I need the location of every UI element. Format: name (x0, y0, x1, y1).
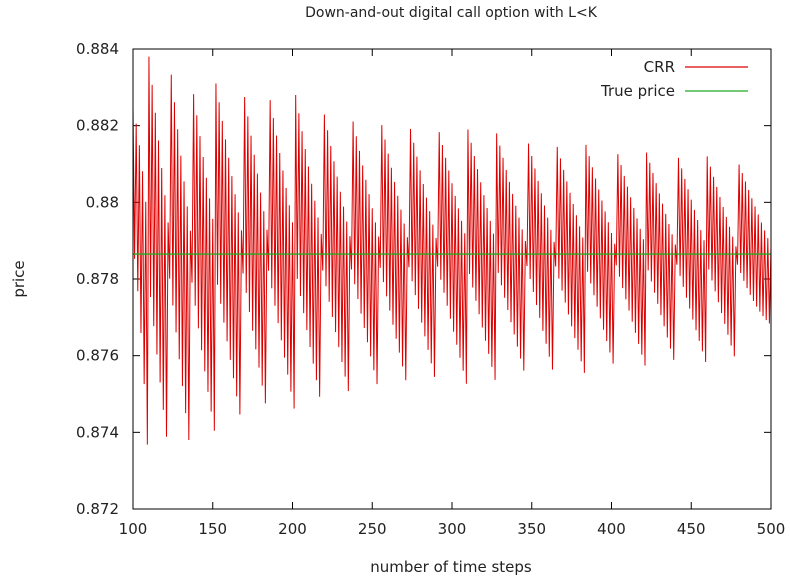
x-tick-label: 500 (757, 520, 786, 538)
x-tick-label: 450 (677, 520, 706, 538)
y-tick-label: 0.878 (76, 270, 119, 288)
y-tick-label: 0.874 (76, 423, 119, 441)
chart-title: Down-and-out digital call option with L<… (305, 5, 598, 21)
y-tick-label: 0.884 (76, 40, 119, 58)
plot-frame (132, 48, 772, 510)
y-tick-label: 0.876 (76, 347, 119, 365)
x-axis-label: number of time steps (370, 558, 532, 576)
y-tick-label: 0.882 (76, 117, 119, 135)
x-tick-label: 150 (198, 520, 227, 538)
x-tick-label: 350 (517, 520, 546, 538)
x-axis-ticks: 100 150 200 250 300 350 400 450 500 (119, 49, 786, 538)
plot-area (132, 56, 772, 445)
x-tick-label: 300 (438, 520, 467, 538)
legend-label-true-price: True price (600, 82, 675, 100)
legend-label-crr: CRR (644, 58, 675, 76)
y-axis-label: price (10, 260, 28, 297)
x-tick-label: 400 (597, 520, 626, 538)
y-tick-label: 0.88 (86, 193, 119, 211)
legend: CRR True price (600, 58, 748, 100)
series-line-crr (132, 56, 772, 445)
x-tick-label: 200 (278, 520, 307, 538)
x-tick-label: 100 (119, 520, 148, 538)
x-tick-label: 250 (358, 520, 387, 538)
y-tick-label: 0.872 (76, 500, 119, 518)
